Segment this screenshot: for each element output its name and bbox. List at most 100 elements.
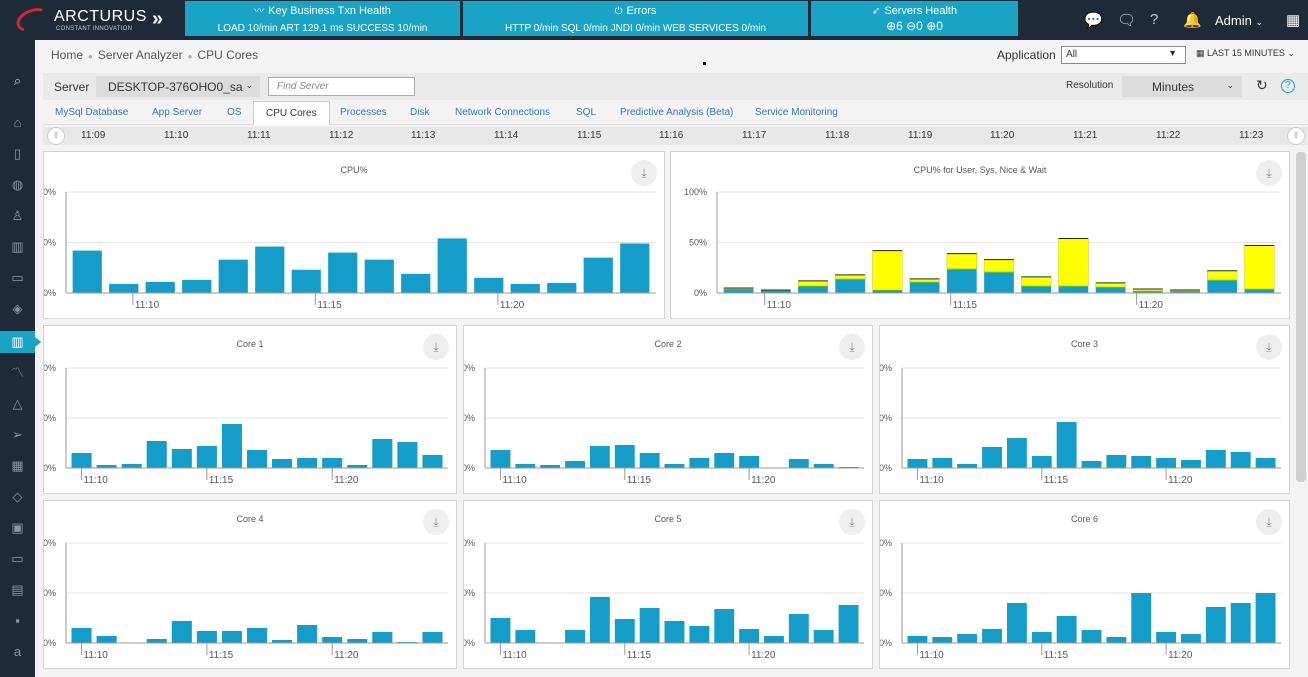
briefcase-icon[interactable]: ▣	[11, 520, 24, 535]
calendar-icon[interactable]: ▦	[11, 458, 24, 473]
tag-icon[interactable]: ◇	[12, 489, 23, 504]
line-chart-icon[interactable]: 〽	[10, 365, 24, 380]
chart-bar-segment	[835, 274, 866, 280]
y-tick-label: 50%	[44, 588, 56, 598]
breadcrumb-home[interactable]: Home	[51, 48, 84, 62]
x-tick-label: 11:20	[334, 475, 359, 486]
y-tick-label: 100%	[44, 363, 56, 373]
tab-mysql-database[interactable]: MySql Database	[55, 107, 129, 118]
chat-icon[interactable]: 💬	[1084, 12, 1103, 29]
tab-os[interactable]: OS	[227, 107, 242, 118]
bell-icon[interactable]: △	[12, 396, 23, 411]
chart-bar-segment	[1058, 238, 1089, 287]
chevron-down-icon: ⌄	[1255, 17, 1264, 27]
bar-chart-icon[interactable]: ▥	[0, 331, 41, 353]
timeline-label: 11:14	[494, 130, 519, 141]
chart-bar	[639, 453, 660, 468]
timeline-end-handle[interactable]: ||	[1287, 127, 1305, 145]
home-icon[interactable]: ⌂	[13, 115, 22, 130]
application-select[interactable]: All ▼	[1061, 46, 1186, 64]
download-icon[interactable]: ⤓	[1256, 334, 1282, 360]
y-tick-label: 0%	[44, 288, 56, 298]
dashboard-icon[interactable]: ▪	[15, 613, 20, 628]
kpi-errors[interactable]: ⏻ Errors HTTP 0/min SQL 0/min JNDI 0/min …	[463, 1, 808, 36]
chart-bar	[297, 458, 318, 468]
user-menu[interactable]: Admin ⌄	[1215, 13, 1263, 28]
user-icon[interactable]: ♙	[11, 208, 24, 223]
tab-service-monitoring[interactable]: Service Monitoring	[755, 107, 838, 118]
download-icon[interactable]: ⤓	[839, 334, 865, 360]
application-label: Application	[997, 48, 1056, 62]
chart-bar-segment	[835, 279, 866, 293]
tab-disk[interactable]: Disk	[410, 107, 430, 118]
folder-icon[interactable]: ▭	[11, 270, 24, 285]
chart-bar	[620, 243, 650, 293]
search-icon[interactable]: ⌕	[13, 73, 22, 88]
download-icon[interactable]: ⤓	[1256, 509, 1282, 535]
chart-bar	[1081, 461, 1102, 468]
tab-sql[interactable]: SQL	[576, 107, 597, 118]
time-range-picker[interactable]: ▦ LAST 15 MINUTES ⌄	[1196, 48, 1295, 59]
menu-toggle-icon[interactable]: »	[152, 8, 164, 30]
comment-icon[interactable]: 🗨	[1117, 12, 1137, 29]
timeline-start-handle[interactable]: ||	[47, 127, 65, 145]
chart-bar-segment	[1132, 291, 1163, 293]
chart-bar	[1181, 460, 1201, 468]
help-circle-icon[interactable]: ?	[1281, 79, 1295, 93]
top-bar: ARCTURUS CONSTANT INNOVATION » 〰 Key Busi…	[0, 0, 1308, 40]
refresh-icon[interactable]: ↻	[1256, 77, 1268, 93]
help-icon[interactable]: ?	[1150, 11, 1159, 28]
chart-bar	[221, 631, 242, 643]
download-icon[interactable]: ⤓	[423, 509, 449, 535]
chart-bar	[372, 632, 393, 643]
chevron-down-icon: ⌄	[1287, 48, 1295, 58]
timeline-slider[interactable]: || 11:09 11:10 11:11 11:12 11:13 11:14 1…	[43, 127, 1308, 145]
y-tick-label: 100%	[880, 538, 892, 548]
download-icon[interactable]: ⤓	[423, 334, 449, 360]
server-select[interactable]: DESKTOP-376OHO0_sa ⌄	[96, 76, 260, 97]
breadcrumb-server-analyzer[interactable]: Server Analyzer	[97, 48, 183, 62]
bell-icon[interactable]: 🔔	[1183, 12, 1202, 29]
user-name: Admin	[1215, 13, 1252, 28]
tab-predictive-analysis[interactable]: Predictive Analysis (Beta)	[620, 107, 734, 118]
find-server-input[interactable]: Find Server	[268, 77, 415, 96]
timeline-label: 11:17	[742, 130, 767, 141]
chart-bar	[1255, 593, 1276, 643]
tablet-icon[interactable]: ▯	[13, 146, 22, 161]
tab-app-server[interactable]: App Server	[152, 107, 203, 118]
chart-bar	[957, 634, 978, 643]
tab-processes[interactable]: Processes	[340, 107, 387, 118]
resolution-select[interactable]: Minutes ⌄	[1122, 76, 1242, 97]
y-tick-label: 0%	[44, 463, 56, 473]
y-tick-label: 50%	[689, 238, 707, 248]
amazon-icon[interactable]: a	[13, 644, 22, 659]
chart-title: Core 4	[236, 514, 264, 524]
download-icon[interactable]: ⤓	[839, 509, 865, 535]
y-tick-label: 0%	[464, 638, 475, 648]
chart-bar	[218, 259, 248, 293]
brand-logo[interactable]: ARCTURUS CONSTANT INNOVATION	[13, 3, 146, 37]
tab-cpu-cores[interactable]: CPU Cores	[253, 101, 330, 125]
x-tick-label: 11:10	[919, 475, 944, 486]
map-icon[interactable]: ▥	[11, 239, 24, 254]
chart-bar	[364, 259, 394, 293]
mouse-pointer	[703, 62, 706, 65]
book-icon[interactable]: ▤	[11, 582, 24, 597]
chart-bar	[565, 630, 585, 643]
scrollbar[interactable]	[1296, 152, 1306, 482]
tab-network-connections[interactable]: Network Connections	[455, 107, 551, 118]
kpi-servers-health[interactable]: ➶ Servers Health ⊕6 ⊖0 ⊕0	[811, 1, 1018, 36]
chart-bar-segment	[723, 288, 754, 290]
folder-open-icon[interactable]: ▭	[11, 551, 24, 566]
globe-icon[interactable]: ◍	[11, 177, 24, 192]
layers-icon[interactable]: ◈	[12, 301, 23, 316]
apps-grid-icon[interactable]: ▦	[1286, 12, 1301, 29]
download-icon[interactable]: ⤓	[631, 160, 657, 186]
kpi-title: Errors	[626, 5, 657, 17]
download-icon[interactable]: ⤓	[1256, 160, 1282, 186]
kpi-business-txn-health[interactable]: 〰 Key Business Txn Health LOAD 10/min ART…	[185, 1, 460, 36]
chart-bar	[1106, 637, 1127, 643]
send-icon[interactable]: ➢	[12, 427, 23, 442]
chart-bar	[589, 597, 610, 643]
